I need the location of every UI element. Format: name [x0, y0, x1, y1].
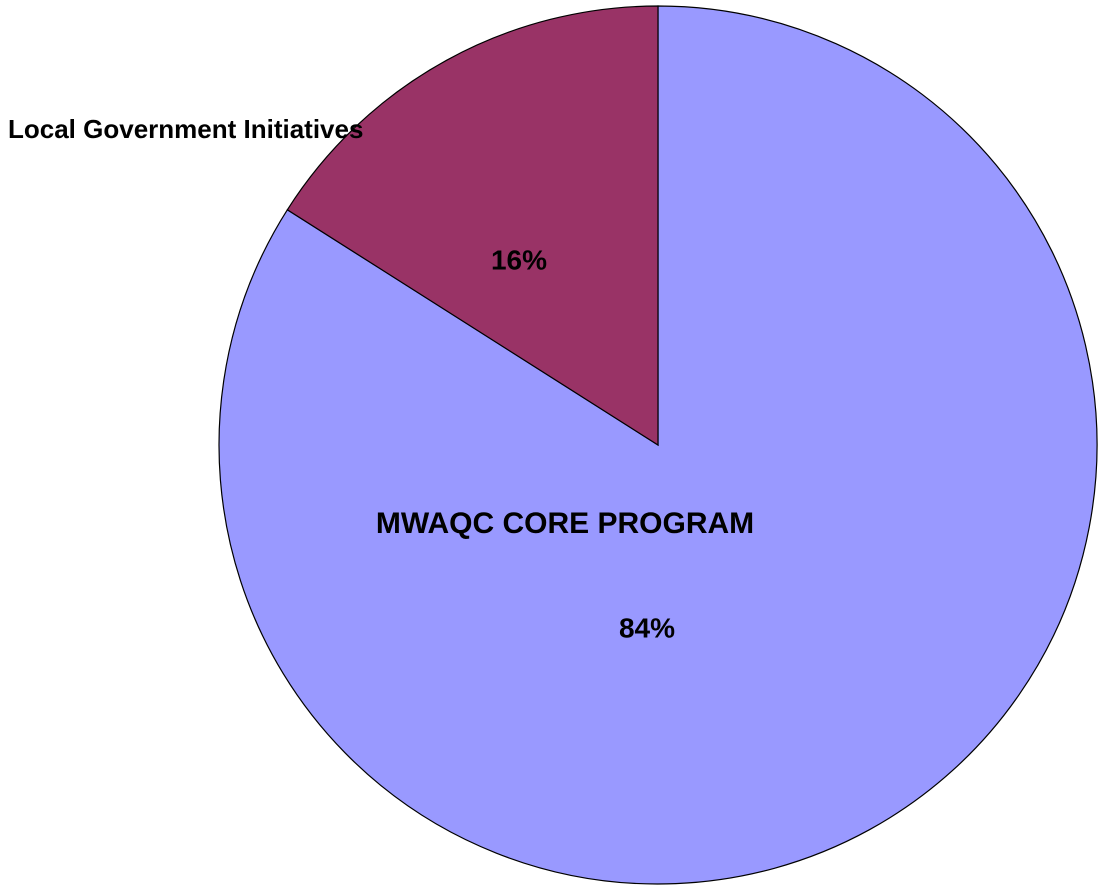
slice-label: MWAQC CORE PROGRAM — [376, 507, 754, 540]
value-label: 84% — [619, 612, 675, 643]
value-label: 16% — [491, 244, 547, 275]
slice-label: Local Government Initiatives — [8, 114, 363, 144]
pie-slice — [286, 5, 659, 447]
